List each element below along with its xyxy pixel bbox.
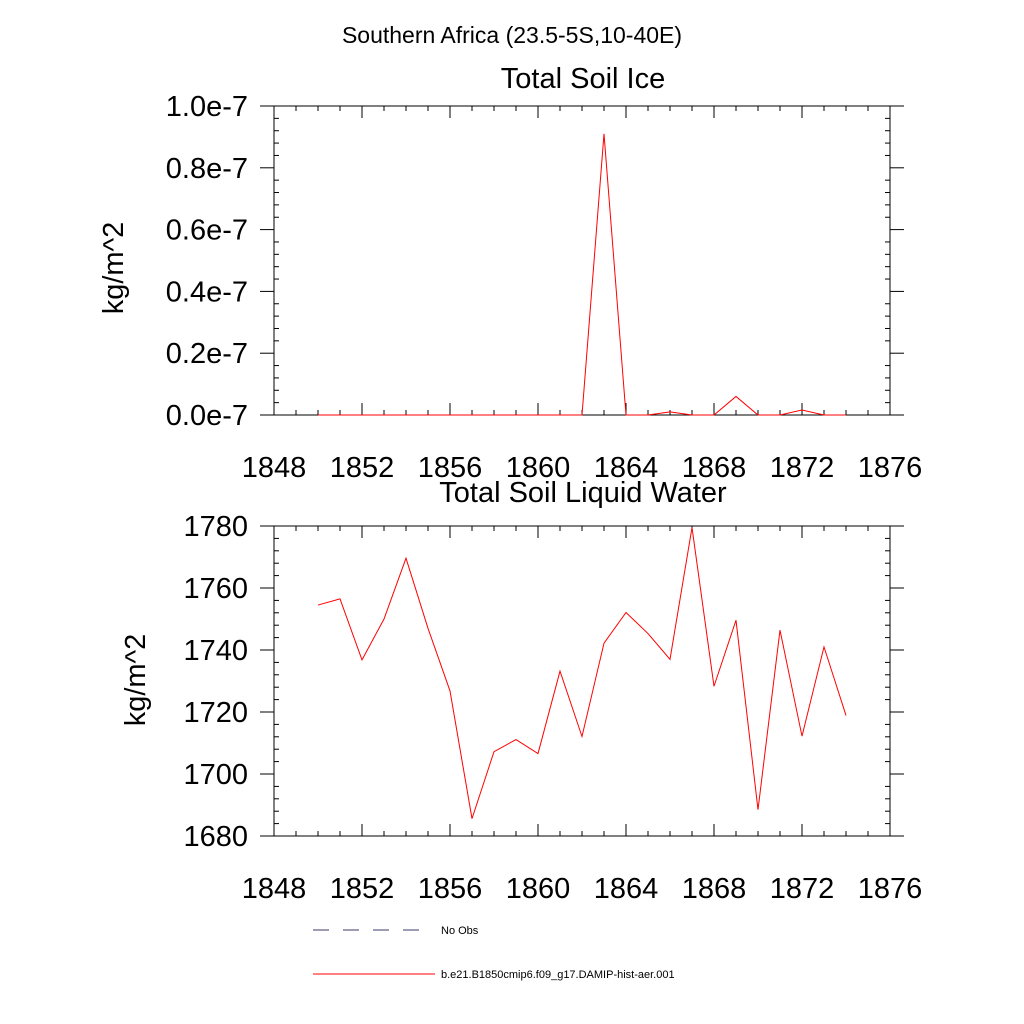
x-tick-label: 1872	[770, 873, 835, 905]
x-tick-label: 1852	[330, 452, 395, 484]
x-tick-label: 1860	[506, 452, 571, 484]
legend-model-label: b.e21.B1850cmip6.f09_g17.DAMIP-hist-aer.…	[441, 969, 675, 981]
y-axis-label: kg/m^2	[98, 222, 130, 315]
plot-frame	[273, 105, 891, 416]
x-tick-label: 1848	[242, 873, 307, 905]
y-tick-label: 0.0e-7	[166, 400, 248, 432]
panel-total-soil-liquid-water: Total Soil Liquid Water kg/m^2 1848 1852 1…	[120, 477, 922, 905]
plot-frame	[273, 525, 891, 837]
series-line	[318, 133, 846, 416]
y-tick-label: 1.0e-7	[166, 91, 248, 123]
x-tick-label: 1876	[858, 873, 923, 905]
y-tick-label: 1780	[183, 511, 248, 543]
x-tick-label: 1864	[594, 873, 659, 905]
x-tick-label: 1856	[418, 452, 483, 484]
x-tick-label: 1848	[242, 452, 307, 484]
y-tick-label: 1680	[183, 821, 248, 853]
legend-obs-label: No Obs	[441, 925, 479, 937]
y-tick-label: 1740	[183, 635, 248, 667]
y-tick-label: 0.6e-7	[166, 215, 248, 247]
panel-title: Total Soil Liquid Water	[439, 477, 727, 509]
x-tick-label: 1864	[594, 452, 659, 484]
legend: No Obs b.e21.B1850cmip6.f09_g17.DAMIP-hi…	[313, 925, 675, 981]
y-axis-label: kg/m^2	[120, 634, 152, 727]
y-tick-label: 1760	[183, 573, 248, 605]
figure-title: Southern Africa (23.5-5S,10-40E)	[342, 22, 682, 48]
panel-total-soil-ice: Total Soil Ice kg/m^2 1848 1852 1856 1860 18…	[98, 63, 922, 484]
y-tick-label: 1720	[183, 697, 248, 729]
x-tick-label: 1868	[682, 452, 747, 484]
y-tick-label: 0.2e-7	[166, 338, 248, 370]
series-line	[317, 527, 847, 819]
panel-title: Total Soil Ice	[501, 63, 665, 95]
x-tick-label: 1856	[418, 873, 483, 905]
y-tick-label: 0.4e-7	[166, 276, 248, 308]
y-tick-label: 0.8e-7	[166, 153, 248, 185]
x-tick-label: 1860	[506, 873, 571, 905]
x-tick-label: 1876	[858, 452, 923, 484]
x-tick-label: 1852	[330, 873, 395, 905]
x-tick-label: 1868	[682, 873, 747, 905]
y-tick-label: 1700	[183, 759, 248, 791]
x-tick-label: 1872	[770, 452, 835, 484]
